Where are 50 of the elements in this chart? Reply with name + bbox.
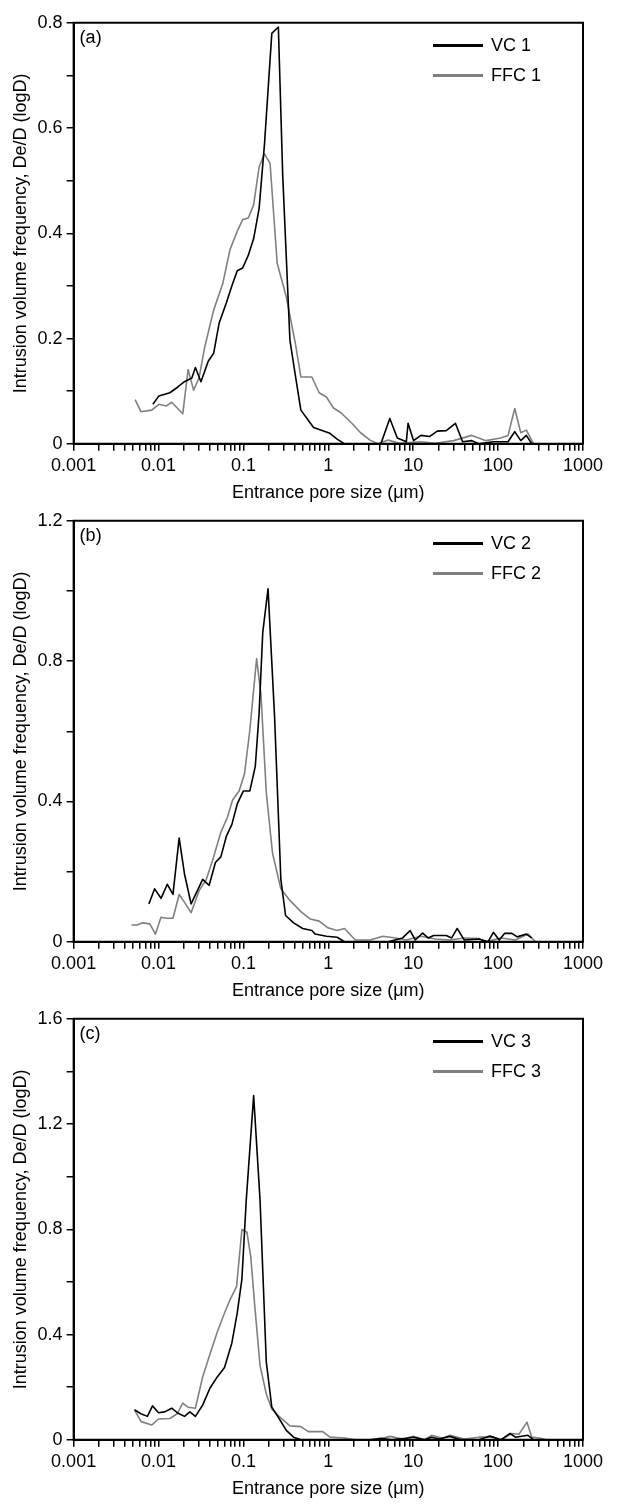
- x-tick-label: 0.1: [230, 454, 256, 475]
- legend-label: VC 1: [491, 35, 532, 57]
- x-axis-title: Entrance pore size (μm): [232, 980, 425, 1001]
- x-axis-title: Entrance pore size (μm): [232, 1478, 425, 1499]
- x-tick-label: 0.01: [141, 454, 177, 475]
- legend-label: VC 3: [491, 1031, 532, 1053]
- x-tick-label: 100: [483, 454, 514, 475]
- x-tick-label: 0.1: [230, 952, 256, 973]
- x-tick-label: 1: [323, 454, 334, 475]
- x-axis-title: Entrance pore size (μm): [232, 482, 425, 503]
- x-tick-label: 0.001: [51, 952, 97, 973]
- y-tick-label: 1.6: [37, 1007, 63, 1028]
- x-tick-label: 1000: [562, 454, 604, 475]
- x-tick-label: 1000: [562, 952, 604, 973]
- legend-label: FFC 2: [491, 563, 542, 585]
- y-tick-label: 0.8: [37, 650, 63, 671]
- y-tick-label: 1.2: [37, 1113, 63, 1134]
- x-tick-label: 100: [483, 952, 514, 973]
- y-tick-label: 0: [52, 930, 63, 951]
- x-tick-label: 10: [403, 952, 424, 973]
- x-tick-label: 10: [403, 454, 424, 475]
- x-tick-label: 1: [323, 1450, 334, 1471]
- x-tick-label: 1000: [562, 1450, 604, 1471]
- y-tick-label: 0: [52, 432, 63, 453]
- x-tick-label: 100: [483, 1450, 514, 1471]
- y-tick-label: 0.4: [37, 222, 63, 243]
- y-tick-label: 0.8: [37, 11, 63, 32]
- y-axis-title: Intrusion volume frequency, De/D (logD): [9, 1069, 30, 1390]
- y-tick-label: 0: [52, 1428, 63, 1449]
- x-tick-label: 0.001: [51, 454, 97, 475]
- y-tick-label: 0.8: [37, 1218, 63, 1239]
- legend-label: FFC 1: [491, 65, 542, 87]
- annotation: (c): [79, 1022, 101, 1043]
- x-tick-label: 0.01: [141, 1450, 177, 1471]
- y-axis-title: Intrusion volume frequency, De/D (logD): [9, 73, 30, 394]
- y-axis-title: Intrusion volume frequency, De/D (logD): [9, 571, 30, 892]
- x-tick-label: 0.1: [230, 1450, 256, 1471]
- x-tick-label: 10: [403, 1450, 424, 1471]
- y-tick-label: 0.4: [37, 790, 63, 811]
- x-tick-label: 0.01: [141, 952, 177, 973]
- annotation: (b): [79, 524, 102, 545]
- y-tick-label: 1.2: [37, 509, 63, 530]
- x-tick-label: 1: [323, 952, 334, 973]
- x-tick-label: 0.001: [51, 1450, 97, 1471]
- y-tick-label: 0.4: [37, 1323, 63, 1344]
- y-tick-label: 0.2: [37, 327, 63, 348]
- annotation: (a): [79, 26, 102, 47]
- y-tick-label: 0.6: [37, 117, 63, 138]
- legend-label: FFC 3: [491, 1061, 542, 1083]
- legend-label: VC 2: [491, 533, 532, 555]
